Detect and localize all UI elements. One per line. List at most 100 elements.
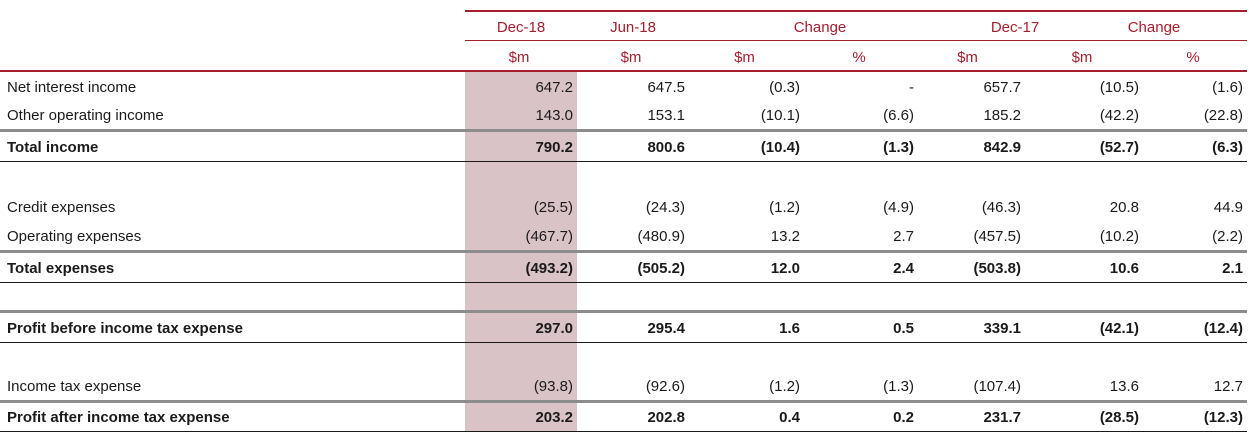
cell-jun-18: 647.5 xyxy=(647,79,685,96)
table-row-total: Total expenses (493.2) (505.2) 12.0 2.4 … xyxy=(0,260,1253,280)
unit-change-amt: $m xyxy=(734,49,755,66)
cell-change-amt: (0.3) xyxy=(769,79,800,96)
table-row: Income tax expense (93.8) (92.6) (1.2) (… xyxy=(0,378,1253,398)
total-bottom-rule xyxy=(0,431,1247,432)
total-top-rule xyxy=(0,400,1247,403)
unit-dec-18: $m xyxy=(508,49,530,66)
total-bottom-rule xyxy=(0,282,1247,283)
total-top-rule xyxy=(0,310,1247,313)
unit-change-pct: % xyxy=(852,49,866,66)
cell-change2-pct: 44.9 xyxy=(1213,199,1243,216)
cell-dec-18: (467.7) xyxy=(525,228,573,245)
cell-jun-18: 202.8 xyxy=(647,409,685,426)
cell-change2-amt: (10.5) xyxy=(1099,79,1139,96)
total-bottom-rule xyxy=(0,161,1247,162)
cell-dec-17: 339.1 xyxy=(983,320,1021,337)
total-top-rule xyxy=(0,250,1247,253)
cell-change-amt: 12.0 xyxy=(770,260,800,277)
cell-dec-17: 842.9 xyxy=(983,139,1021,156)
cell-change-pct: (6.6) xyxy=(883,107,914,124)
cell-change-amt: 1.6 xyxy=(779,320,800,337)
table-row-total: Profit after income tax expense 203.2 20… xyxy=(0,409,1253,429)
row-label: Profit before income tax expense xyxy=(7,320,243,337)
cell-change-pct: (1.3) xyxy=(883,378,914,395)
cell-change2-pct: (12.3) xyxy=(1203,409,1243,426)
row-label: Net interest income xyxy=(7,79,137,96)
cell-change2-amt: (42.2) xyxy=(1099,107,1139,124)
cell-change-pct: 0.2 xyxy=(893,409,914,426)
unit-change2-pct: % xyxy=(1186,49,1200,66)
cell-change2-pct: (12.4) xyxy=(1203,320,1243,337)
cell-change2-amt: (10.2) xyxy=(1099,228,1139,245)
cell-change-pct: 2.4 xyxy=(893,260,914,277)
cell-dec-18: (93.8) xyxy=(533,378,573,395)
table-row: Net interest income 647.2 647.5 (0.3) - … xyxy=(0,79,1253,99)
cell-change-amt: 0.4 xyxy=(779,409,800,426)
cell-jun-18: (480.9) xyxy=(637,228,685,245)
cell-dec-18: 790.2 xyxy=(535,139,573,156)
cell-change-amt: (1.2) xyxy=(769,199,800,216)
cell-change2-pct: 2.1 xyxy=(1222,260,1243,277)
cell-change-amt: (10.4) xyxy=(760,139,800,156)
header-change-dec: Change xyxy=(1127,19,1181,36)
cell-change2-amt: (52.7) xyxy=(1099,139,1139,156)
cell-change2-amt: 10.6 xyxy=(1109,260,1139,277)
cell-dec-18: 203.2 xyxy=(535,409,573,426)
cell-jun-18: 295.4 xyxy=(647,320,685,337)
cell-change2-pct: (22.8) xyxy=(1203,107,1243,124)
table-row: Credit expenses (25.5) (24.3) (1.2) (4.9… xyxy=(0,199,1253,219)
cell-change-pct: (1.3) xyxy=(883,139,914,156)
unit-jun-18: $m xyxy=(620,49,642,66)
table-row-total: Total income 790.2 800.6 (10.4) (1.3) 84… xyxy=(0,139,1253,159)
cell-change-amt: 13.2 xyxy=(770,228,800,245)
cell-change2-pct: 12.7 xyxy=(1213,378,1243,395)
cell-change-amt: (1.2) xyxy=(769,378,800,395)
cell-change2-pct: (2.2) xyxy=(1212,228,1243,245)
cell-jun-18: 153.1 xyxy=(647,107,685,124)
header-top-rule xyxy=(465,10,1247,12)
total-bottom-rule xyxy=(0,342,1247,343)
cell-dec-17: (107.4) xyxy=(973,378,1021,395)
cell-jun-18: (505.2) xyxy=(637,260,685,277)
table-row-total: Profit before income tax expense 297.0 2… xyxy=(0,320,1253,340)
cell-jun-18: (24.3) xyxy=(645,199,685,216)
row-label: Operating expenses xyxy=(7,228,142,245)
cell-dec-17: 185.2 xyxy=(983,107,1021,124)
cell-change2-pct: (6.3) xyxy=(1212,139,1243,156)
row-label: Total income xyxy=(7,139,99,156)
row-label: Total expenses xyxy=(7,260,115,277)
cell-change2-pct: (1.6) xyxy=(1212,79,1243,96)
row-label: Profit after income tax expense xyxy=(7,409,230,426)
row-label: Other operating income xyxy=(7,107,164,124)
cell-dec-18: 297.0 xyxy=(535,320,573,337)
header-change-jun: Change xyxy=(793,19,847,36)
cell-change-pct: (4.9) xyxy=(883,199,914,216)
cell-change2-amt: 20.8 xyxy=(1109,199,1139,216)
header-bottom-rule xyxy=(0,70,1247,72)
total-top-rule xyxy=(0,129,1247,132)
unit-change2-amt: $m xyxy=(1071,49,1093,66)
cell-dec-17: 231.7 xyxy=(983,409,1021,426)
cell-dec-18: (25.5) xyxy=(533,199,573,216)
cell-dec-17: (503.8) xyxy=(973,260,1021,277)
table-row: Operating expenses (467.7) (480.9) 13.2 … xyxy=(0,228,1253,248)
unit-dec-17: $m xyxy=(957,49,978,66)
cell-jun-18: (92.6) xyxy=(645,378,685,395)
cell-change-pct: 0.5 xyxy=(893,320,914,337)
cell-change-pct: 2.7 xyxy=(893,228,914,245)
table-row: Other operating income 143.0 153.1 (10.1… xyxy=(0,107,1253,127)
header-periods-row: Dec-18 Jun-18 Change Dec-17 Change xyxy=(0,19,1253,39)
cell-change-pct: - xyxy=(909,79,914,96)
cell-jun-18: 800.6 xyxy=(647,139,685,156)
cell-change2-amt: (28.5) xyxy=(1099,409,1139,426)
row-label: Credit expenses xyxy=(7,199,116,216)
cell-dec-18: 143.0 xyxy=(535,107,573,124)
cell-change2-amt: (42.1) xyxy=(1099,320,1139,337)
header-dec-17: Dec-17 xyxy=(990,19,1040,36)
cell-dec-17: (457.5) xyxy=(973,228,1021,245)
cell-change-amt: (10.1) xyxy=(760,107,800,124)
cell-dec-18: 647.2 xyxy=(535,79,573,96)
header-jun-18: Jun-18 xyxy=(610,19,656,36)
cell-change2-amt: 13.6 xyxy=(1109,378,1139,395)
